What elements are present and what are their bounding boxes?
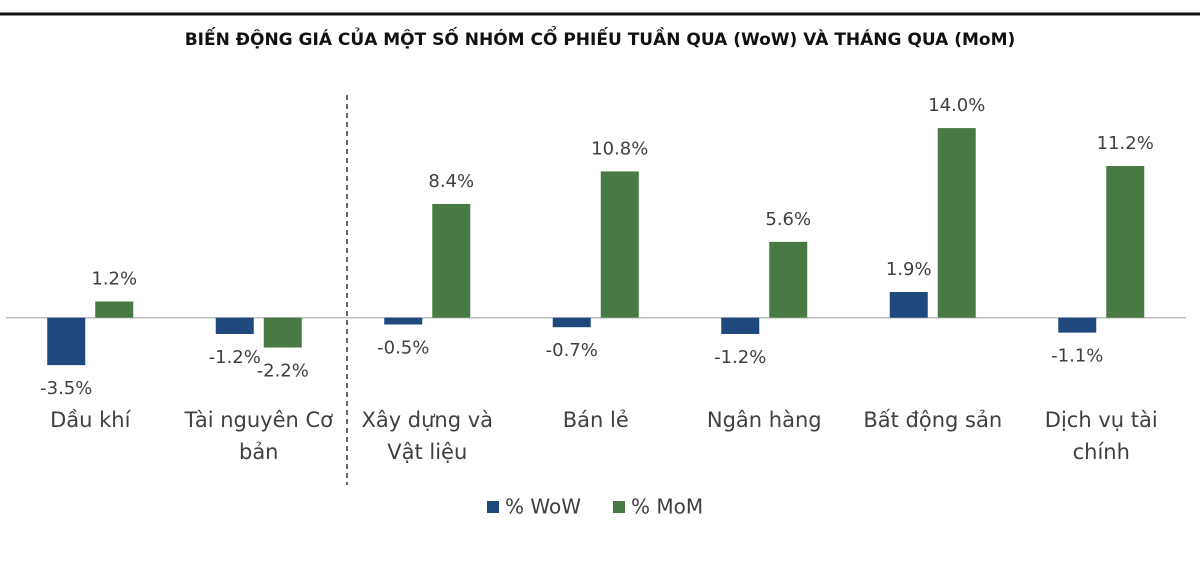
x-tick-label: Tài nguyên Cơ bản [184, 408, 334, 464]
data-label: -0.7% [546, 340, 598, 361]
x-tick-label: Dầu khí [50, 408, 131, 432]
x-tick-label: Bán lẻ [562, 408, 629, 432]
bar [215, 317, 254, 334]
bar [889, 291, 928, 318]
data-label: -3.5% [40, 378, 92, 399]
data-label: -0.5% [377, 338, 429, 359]
data-label: -1.2% [209, 347, 261, 368]
bar [47, 317, 86, 366]
data-label: 14.0% [928, 95, 985, 116]
bar [721, 317, 760, 334]
data-label: 1.2% [91, 268, 137, 289]
data-label: -2.2% [257, 361, 309, 382]
data-label: 10.8% [591, 138, 648, 159]
data-label: 1.9% [886, 259, 932, 280]
bar [937, 128, 976, 318]
data-label: 8.4% [428, 171, 474, 192]
x-tick-label: Dịch vụ tài chính [1044, 408, 1158, 464]
x-tick-label: Ngân hàng [706, 408, 822, 432]
bar [769, 241, 808, 318]
legend-label: % MoM [631, 495, 703, 519]
legend-label: % WoW [505, 495, 581, 519]
bar [1106, 166, 1145, 318]
data-label: -1.1% [1051, 346, 1103, 367]
data-label: 5.6% [765, 209, 811, 230]
bar [1058, 317, 1097, 333]
bar [263, 317, 302, 348]
bar [600, 171, 639, 318]
data-label: -1.2% [714, 347, 766, 368]
x-tick-label: Xây dựng và Vật liệu [361, 408, 494, 464]
legend-swatch [487, 501, 499, 513]
data-label: 11.2% [1097, 133, 1154, 154]
legend-swatch [612, 501, 625, 513]
bar [552, 317, 591, 328]
chart-title: BIẾN ĐỘNG GIÁ CỦA MỘT SỐ NHÓM CỔ PHIẾU T… [185, 25, 1016, 50]
x-tick-label: Bất động sản [863, 408, 1003, 432]
bar [95, 301, 134, 318]
bar [384, 317, 423, 325]
bar [432, 203, 471, 318]
